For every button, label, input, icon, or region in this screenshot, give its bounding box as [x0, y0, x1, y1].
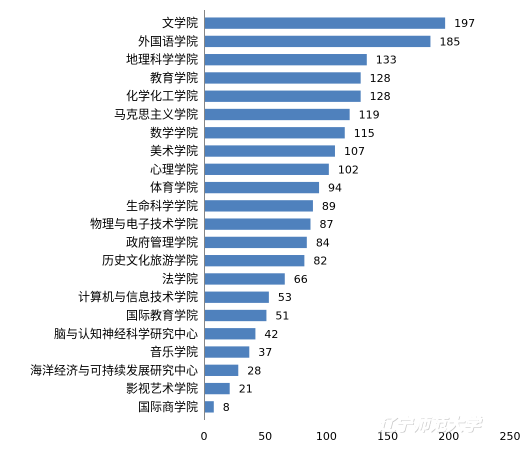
category-labels: 文学院外国语学院地理科学学院教育学院化学化工学院马克思主义学院数学学院美术学院心…: [30, 15, 198, 414]
bar-9: [204, 181, 320, 194]
category-label-17: 脑与认知神经科学研究中心: [54, 326, 198, 341]
value-label-12: 84: [316, 236, 330, 249]
value-label-18: 37: [258, 346, 272, 359]
bar-20: [204, 382, 230, 395]
category-label-1: 外国语学院: [138, 33, 198, 48]
value-label-0: 197: [454, 17, 475, 30]
value-label-9: 94: [328, 182, 342, 195]
category-label-2: 地理科学学院: [126, 52, 198, 67]
category-label-16: 国际教育学院: [126, 308, 198, 323]
value-label-13: 82: [313, 255, 327, 268]
category-label-19: 海洋经济与可持续发展研究中心: [30, 362, 198, 377]
category-label-20: 影视艺术学院: [126, 381, 198, 396]
value-label-17: 42: [264, 328, 278, 341]
value-label-21: 8: [223, 401, 230, 414]
bar-8: [204, 163, 329, 175]
value-label-1: 185: [439, 35, 460, 48]
x-tick-label-2: 100: [316, 430, 337, 443]
category-label-9: 体育学院: [150, 180, 198, 195]
category-label-8: 心理学院: [150, 161, 198, 176]
category-label-13: 历史文化旅游学院: [102, 253, 198, 268]
bar-13: [204, 255, 305, 267]
value-label-20: 21: [239, 383, 253, 396]
x-tick-label-4: 200: [438, 430, 459, 443]
bar-11: [204, 218, 311, 230]
bar-18: [204, 346, 250, 358]
bar-17: [204, 328, 256, 340]
category-label-18: 音乐学院: [150, 344, 198, 359]
bar-10: [204, 200, 313, 212]
bar-14: [204, 273, 285, 285]
category-label-14: 法学院: [162, 271, 198, 286]
category-label-15: 计算机与信息技术学院: [78, 289, 198, 304]
category-label-5: 马克思主义学院: [114, 107, 198, 122]
category-label-21: 国际商学院: [138, 399, 198, 414]
bars-group: [204, 17, 446, 413]
x-tick-label-1: 50: [258, 430, 272, 443]
bar-16: [204, 309, 267, 322]
value-label-8: 102: [338, 163, 359, 176]
bar-6: [204, 127, 345, 139]
value-label-4: 128: [370, 90, 391, 103]
bar-3: [204, 72, 361, 84]
value-label-11: 87: [319, 218, 333, 231]
bar-5: [204, 108, 350, 121]
bar-2: [204, 54, 367, 66]
watermark-shadow: 辽宁师范大学: [379, 416, 484, 436]
category-label-3: 教育学院: [150, 70, 198, 85]
category-label-7: 美术学院: [150, 143, 198, 158]
bar-4: [204, 90, 361, 102]
value-labels: 1971851331281281191151071029489878482665…: [223, 17, 475, 414]
x-tick-label-0: 0: [201, 430, 208, 443]
category-label-10: 生命科学学院: [126, 198, 198, 213]
bar-12: [204, 236, 307, 249]
category-label-6: 数学学院: [150, 125, 198, 140]
x-tick-label-3: 150: [377, 430, 398, 443]
bar-19: [204, 364, 239, 376]
value-label-14: 66: [294, 273, 308, 286]
bar-15: [204, 291, 269, 303]
value-label-6: 115: [354, 127, 375, 140]
bar-7: [204, 145, 335, 157]
category-label-11: 物理与电子技术学院: [90, 216, 198, 231]
bar-21: [204, 401, 214, 413]
value-label-19: 28: [247, 364, 261, 377]
value-label-7: 107: [344, 145, 365, 158]
x-axis-tick-labels: 0 50 100 150 200 250: [201, 430, 521, 443]
x-tick-label-5: 250: [500, 430, 521, 443]
value-label-3: 128: [370, 72, 391, 85]
watermark-text: 辽宁师范大学: [378, 415, 483, 435]
category-label-4: 化学化工学院: [126, 88, 198, 103]
category-label-0: 文学院: [162, 15, 198, 30]
bar-1: [204, 35, 431, 48]
value-label-2: 133: [376, 54, 397, 67]
value-label-15: 53: [278, 291, 292, 304]
value-label-16: 51: [275, 310, 289, 323]
value-label-5: 119: [359, 109, 380, 122]
value-label-10: 89: [322, 200, 336, 213]
bar-0: [204, 17, 446, 29]
category-label-12: 政府管理学院: [126, 234, 198, 249]
